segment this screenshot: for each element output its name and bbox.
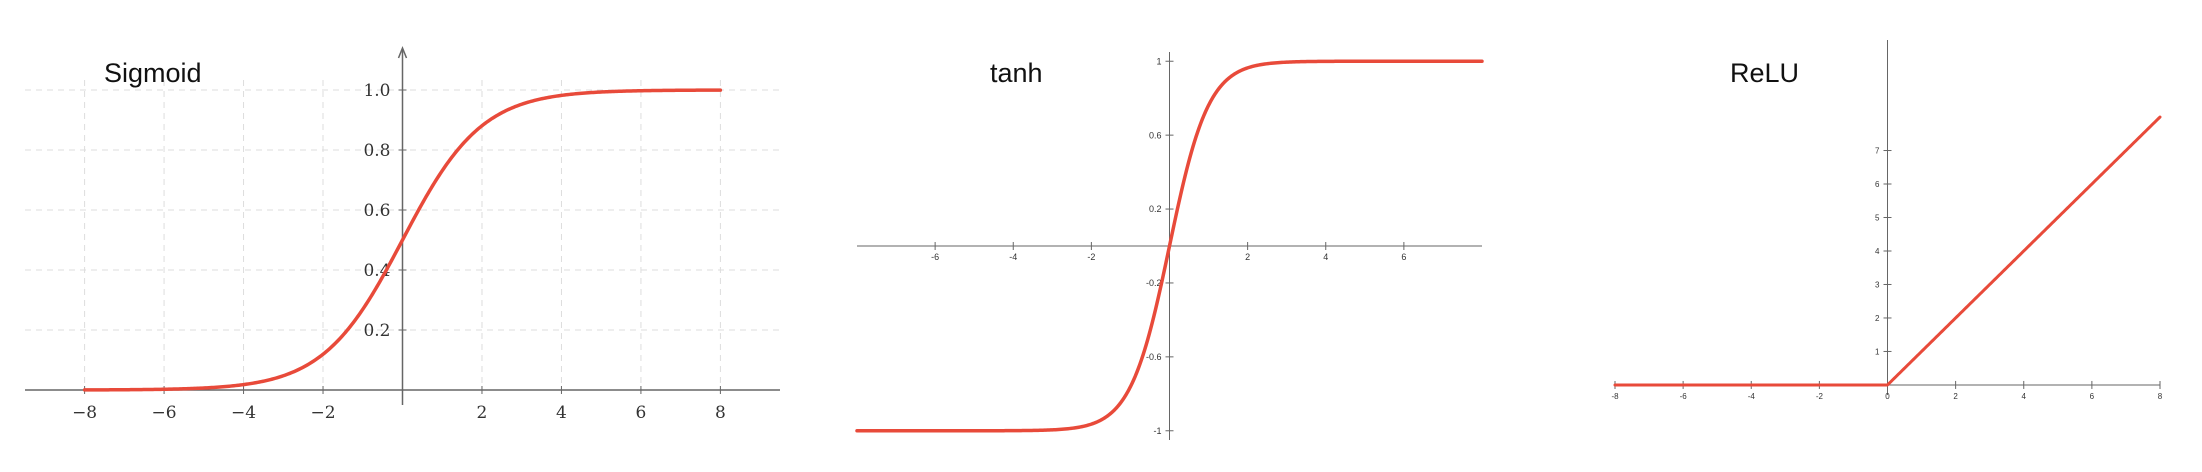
sigmoid-x-tick-label: 8 (715, 403, 726, 423)
tanh-x-tick-label: 6 (1401, 252, 1406, 262)
sigmoid-title: Sigmoid (104, 58, 202, 88)
sigmoid-x-tick-label: −8 (72, 403, 97, 423)
tanh-x-tick-label: -4 (1009, 252, 1017, 262)
sigmoid-x-tick-label: −6 (152, 403, 177, 423)
tanh-y-tick-label: 1 (1156, 56, 1161, 66)
relu-y-tick-label: 7 (1875, 146, 1880, 155)
tanh-y-tick-label: 0.6 (1149, 130, 1162, 140)
relu-y-tick-label: 3 (1875, 280, 1880, 289)
relu-x-tick-label: 2 (1953, 392, 1958, 401)
sigmoid-x-tick-label: 2 (477, 403, 488, 423)
relu-y-tick-label: 2 (1875, 314, 1880, 323)
sigmoid-curve (82, 88, 723, 392)
relu-x-tick-label: 0 (1885, 392, 1890, 401)
relu-y-tick-label: 1 (1875, 347, 1880, 356)
sigmoid-y-axis-arrow (397, 45, 408, 59)
tanh-x-tick-label: 4 (1323, 252, 1328, 262)
relu-title: ReLU (1730, 58, 1800, 88)
tanh-chart: -6 -4 -2 2 4 6 1 0.6 0.2 -0.2 -0.6 -1 (855, 52, 1484, 440)
relu-y-tick-label: 6 (1875, 180, 1880, 189)
relu-x-tick-label: -4 (1748, 392, 1756, 401)
tanh-curve (855, 59, 1484, 433)
relu-y-tick-label: 4 (1875, 247, 1880, 256)
tanh-x-tick-label: 2 (1245, 252, 1250, 262)
tanh-title: tanh (990, 58, 1043, 88)
sigmoid-y-tick-label: 0.6 (363, 201, 390, 221)
tanh-y-tick-label: 0.2 (1149, 204, 1162, 214)
relu-x-tick-label: -6 (1680, 392, 1688, 401)
sigmoid-x-tick-label: 6 (636, 403, 647, 423)
relu-x-tick-label: 8 (2158, 392, 2163, 401)
sigmoid-x-tick-label: 4 (556, 403, 567, 423)
relu-y-tick-label: 5 (1875, 213, 1880, 222)
tanh-y-tick-label: -0.6 (1146, 352, 1162, 362)
relu-x-tick-label: 6 (2090, 392, 2095, 401)
sigmoid-y-tick-label: 0.8 (363, 141, 390, 161)
relu-curve (1613, 115, 2162, 387)
tanh-y-tick-label: -0.2 (1146, 278, 1162, 288)
tanh-x-tick-label: -6 (931, 252, 939, 262)
sigmoid-chart: −8 −6 −4 −2 2 4 6 80.20.40.60.81.0 (25, 45, 780, 423)
tanh-x-tick-label: -2 (1087, 252, 1095, 262)
sigmoid-x-tick-label: −4 (231, 403, 256, 423)
relu-x-tick-label: 4 (2022, 392, 2027, 401)
sigmoid-x-tick-label: −2 (310, 403, 335, 423)
sigmoid-y-tick-label: 0.2 (363, 321, 390, 341)
sigmoid-y-tick-label: 1.0 (363, 81, 390, 101)
relu-x-tick-label: -2 (1816, 392, 1824, 401)
relu-x-tick-label: -8 (1611, 392, 1619, 401)
tanh-y-tick-label: -1 (1153, 426, 1161, 436)
relu-chart: -8 -6 -4 -2 0 2 4 6 8 1 2 3 4 5 6 7 (1611, 40, 2163, 401)
